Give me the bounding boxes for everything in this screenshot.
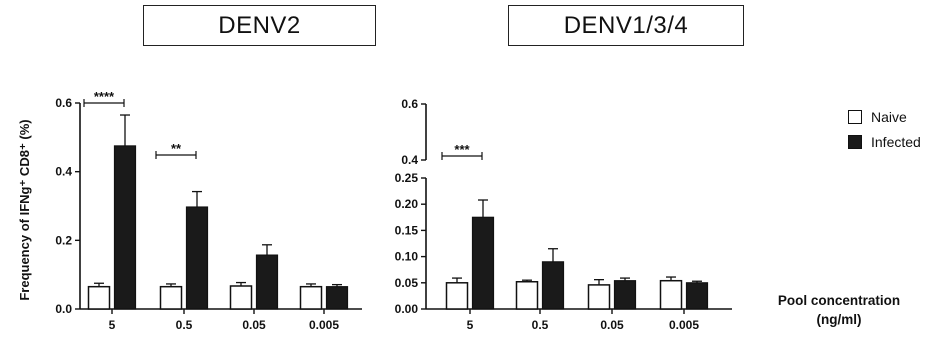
- y-tick-label: 0.10: [395, 250, 419, 264]
- y-tick-label: 0.25: [395, 171, 419, 185]
- legend-naive-label: Naive: [871, 109, 907, 125]
- significance-label: ****: [94, 89, 115, 104]
- bar-naive: [159, 285, 183, 310]
- bar-naive: [445, 282, 469, 310]
- x-tick-label: 0.05: [242, 318, 266, 332]
- bar-naive: [87, 285, 111, 310]
- x-tick-label: 0.05: [600, 318, 624, 332]
- x-axis-title-line1: Pool concentration: [777, 293, 901, 308]
- x-tick-label: 0.5: [176, 318, 193, 332]
- bar-naive: [299, 285, 323, 310]
- bar-infected: [471, 216, 495, 310]
- x-tick-label: 0.5: [532, 318, 549, 332]
- legend-infected-label: Infected: [871, 134, 921, 150]
- bar-infected: [113, 145, 137, 310]
- x-tick-label: 5: [467, 318, 474, 332]
- panel-title-denv134: DENV1/3/4: [508, 5, 744, 46]
- y-axis-title: Frequency of IFNg⁺ CD8⁺ (%): [17, 119, 32, 301]
- x-axis-title-line2: (ng/ml): [816, 312, 862, 327]
- bar-infected: [541, 261, 565, 310]
- bar-naive: [515, 281, 539, 310]
- x-tick-label: 0.005: [309, 318, 339, 332]
- significance-label: **: [171, 141, 182, 156]
- x-tick-label: 0.005: [669, 318, 699, 332]
- bar-naive: [587, 284, 611, 310]
- legend-naive: Naive: [848, 107, 907, 127]
- x-tick-label: 5: [109, 318, 116, 332]
- y-tick-label: 0.0: [55, 302, 72, 316]
- y-tick-label: 0.6: [401, 97, 418, 111]
- y-tick-label: 0.15: [395, 223, 419, 237]
- bar-naive: [659, 279, 683, 310]
- legend-infected: Infected: [848, 132, 921, 152]
- y-tick-label: 0.4: [401, 153, 418, 167]
- x-axis-title: Pool concentration (ng/ml): [744, 291, 934, 329]
- significance-label: ***: [454, 142, 470, 157]
- bar-infected: [685, 282, 709, 310]
- legend-naive-swatch: [848, 110, 862, 124]
- y-tick-label: 0.4: [55, 165, 72, 179]
- y-tick-label: 0.05: [395, 276, 419, 290]
- bar-infected: [185, 206, 209, 310]
- bar-infected: [255, 254, 279, 310]
- y-tick-label: 0.6: [55, 96, 72, 110]
- legend-infected-swatch: [848, 135, 862, 149]
- bar-naive: [229, 285, 253, 310]
- y-tick-label: 0.20: [395, 197, 419, 211]
- y-tick-label: 0.00: [395, 302, 419, 316]
- bar-infected: [325, 286, 349, 310]
- panel-title-denv2: DENV2: [143, 5, 376, 46]
- bar-infected: [613, 280, 637, 310]
- y-tick-label: 0.2: [55, 233, 72, 247]
